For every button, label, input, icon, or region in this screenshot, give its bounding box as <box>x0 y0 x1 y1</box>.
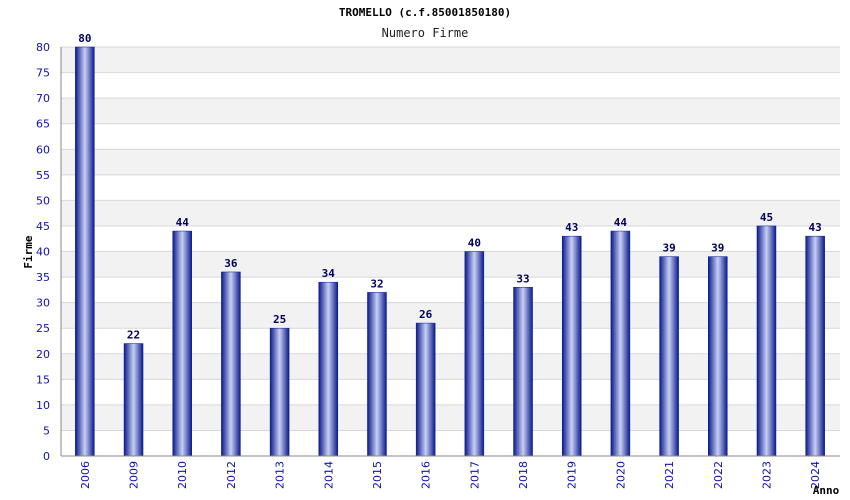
y-tick-label: 50 <box>36 194 50 207</box>
y-tick-label: 70 <box>36 92 50 105</box>
x-tick-label: 2018 <box>517 461 530 489</box>
x-axis-ticks: 2006 2009 2010 2012 2013 2014 2015 2016 2017 2018… <box>79 461 822 489</box>
bar <box>659 256 679 457</box>
y-tick-label: 35 <box>36 271 50 284</box>
y-tick-label: 20 <box>36 348 50 361</box>
data-label: 25 <box>273 313 286 326</box>
data-label: 43 <box>565 221 578 234</box>
bar <box>318 281 339 457</box>
x-tick-label: 2024 <box>809 461 822 489</box>
y-tick-label: 5 <box>43 424 50 437</box>
chart-subtitle: Numero Firme <box>382 26 469 40</box>
bar <box>561 235 582 457</box>
bars <box>75 46 825 457</box>
bar <box>172 230 192 457</box>
bar <box>610 230 631 457</box>
data-label: 40 <box>468 237 481 250</box>
y-tick-label: 65 <box>36 118 50 131</box>
y-tick-label: 80 <box>36 41 50 54</box>
data-label: 43 <box>809 221 822 234</box>
x-tick-label: 2015 <box>371 461 384 489</box>
y-tick-label: 75 <box>36 67 50 80</box>
x-tick-label: 2023 <box>760 461 773 489</box>
x-tick-label: 2012 <box>225 461 238 489</box>
x-tick-label: 2006 <box>79 461 92 489</box>
bar <box>513 287 533 457</box>
y-tick-label: 30 <box>36 297 50 310</box>
data-label: 39 <box>711 242 724 255</box>
bar <box>221 271 241 457</box>
y-tick-label: 10 <box>36 399 50 412</box>
data-label: 26 <box>419 308 433 321</box>
bar <box>269 327 290 457</box>
grid-band <box>61 98 840 124</box>
data-label: 33 <box>516 272 529 285</box>
y-tick-label: 25 <box>36 322 50 335</box>
data-label: 45 <box>760 211 773 224</box>
bar <box>75 46 95 457</box>
y-tick-label: 45 <box>36 220 50 233</box>
x-tick-label: 2009 <box>128 461 141 489</box>
x-tick-label: 2017 <box>468 461 481 489</box>
y-tick-label: 60 <box>36 143 50 156</box>
bar <box>415 322 436 457</box>
x-tick-label: 2022 <box>712 461 725 489</box>
data-label: 34 <box>322 267 336 280</box>
y-axis-ticks: 0 5 10 15 20 25 30 35 40 45 50 55 60 65 70 75 80 <box>36 41 50 463</box>
y-axis-label: Firme <box>22 235 35 268</box>
bar <box>708 256 728 457</box>
data-label: 39 <box>662 242 675 255</box>
data-label: 44 <box>176 216 190 229</box>
x-tick-label: 2013 <box>274 461 287 489</box>
data-label: 22 <box>127 329 140 342</box>
data-labels: 80 22 44 36 25 34 32 26 40 33 43 44 39 39 45 43 <box>78 32 822 342</box>
bar <box>123 343 144 457</box>
bar <box>464 251 485 457</box>
y-tick-label: 55 <box>36 169 50 182</box>
data-label: 80 <box>78 32 91 45</box>
y-tick-label: 15 <box>36 373 50 386</box>
grid-band <box>61 200 840 226</box>
bar <box>756 225 777 457</box>
x-tick-label: 2021 <box>663 461 676 489</box>
x-tick-label: 2019 <box>566 461 579 489</box>
x-tick-label: 2016 <box>420 461 433 489</box>
bar <box>367 292 387 457</box>
data-label: 32 <box>370 277 383 290</box>
data-label: 36 <box>224 257 238 270</box>
data-label: 44 <box>614 216 628 229</box>
x-tick-label: 2014 <box>322 461 335 489</box>
y-tick-label: 40 <box>36 246 50 259</box>
grid-band <box>61 47 840 73</box>
x-tick-label: 2020 <box>614 461 627 489</box>
chart-title: TROMELLO (c.f.85001850180) <box>339 6 511 19</box>
y-tick-label: 0 <box>43 450 50 463</box>
bar <box>805 235 825 457</box>
grid-band <box>61 149 840 175</box>
x-axis-label: Anno <box>813 484 840 497</box>
x-tick-label: 2010 <box>176 461 189 489</box>
